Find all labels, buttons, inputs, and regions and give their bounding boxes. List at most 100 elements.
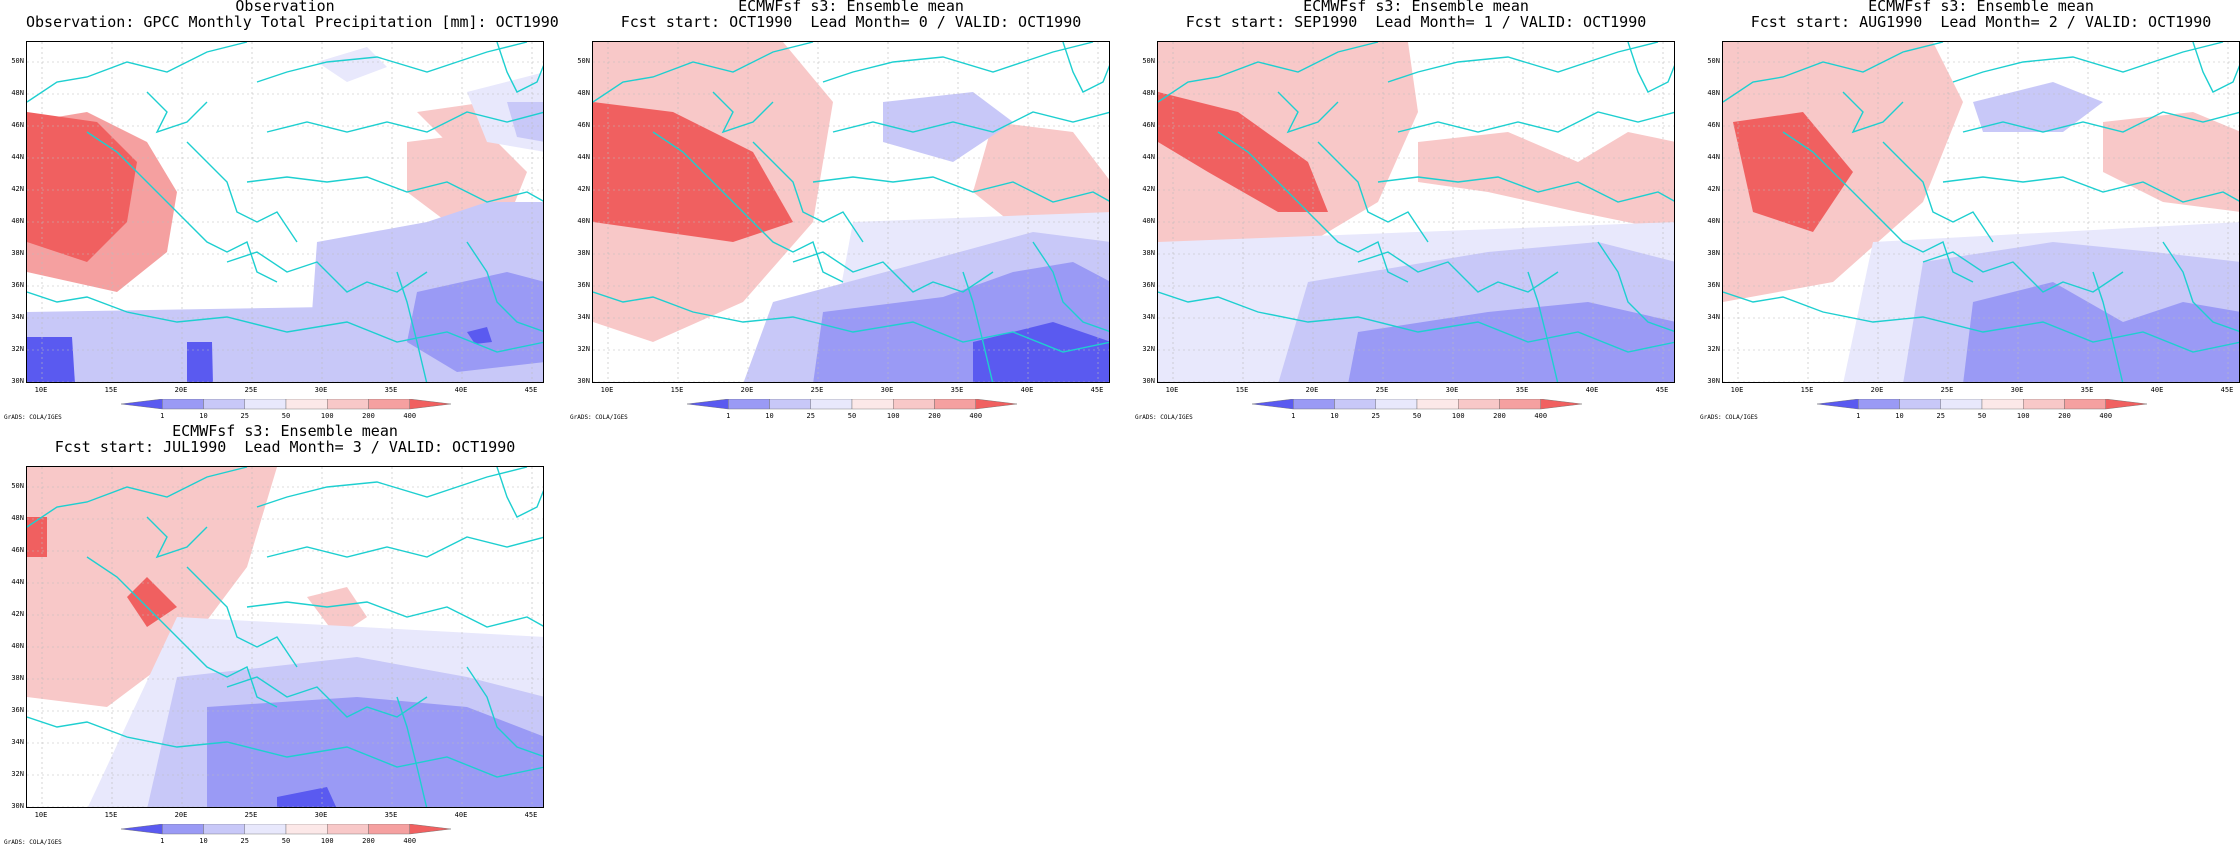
colorbar: 1 10 25 50 100 200 400 <box>687 399 1017 423</box>
colorbar-swatch <box>728 399 770 410</box>
precip-shading <box>973 322 1109 382</box>
precipitation-map <box>26 466 544 808</box>
colorbar-swatch <box>934 399 976 410</box>
coastline <box>396 696 428 807</box>
lat-tick-label: 44N <box>1707 153 1720 161</box>
coastline <box>226 251 428 293</box>
grads-credit: GrADS: COLA/IGES <box>1700 414 1758 421</box>
lon-tick-label: 25E <box>810 386 824 394</box>
coastline <box>1158 42 1379 103</box>
precip-shading <box>207 697 543 807</box>
lon-tick-label: 10E <box>34 386 48 394</box>
lat-tick-label: 50N <box>577 57 590 65</box>
precip-shading <box>1733 112 1853 232</box>
colorbar: 1 10 25 50 100 200 400 <box>1817 399 2147 423</box>
colorbar-level-label: 1 <box>160 412 165 420</box>
lon-tick-label: 30E <box>314 811 328 819</box>
coastline <box>1942 176 2239 203</box>
lon-tick-label: 35E <box>384 386 398 394</box>
colorbar-level-label: 50 <box>847 412 857 420</box>
coastline <box>712 91 774 134</box>
lon-tick-label: 40E <box>1585 386 1599 394</box>
lon-tick-label: 45E <box>1655 386 1669 394</box>
precipitation-map <box>1157 41 1675 383</box>
coastline <box>496 467 543 518</box>
colorbar-swatch <box>409 399 451 410</box>
lat-tick-label: 40N <box>1707 217 1720 225</box>
lat-tick-label: 36N <box>1707 281 1720 289</box>
lat-tick-label: 42N <box>1142 185 1155 193</box>
panel-title: ECMWFsf s3: Ensemble mean <box>1868 0 2094 15</box>
panel-title: Observation <box>235 0 335 15</box>
coastline <box>186 566 298 668</box>
coastline <box>246 176 543 203</box>
lat-tick-label: 30N <box>1707 377 1720 385</box>
lon-tick-label: 20E <box>174 386 188 394</box>
map-plot <box>1158 42 1674 382</box>
map-plot <box>27 42 543 382</box>
colorbar-level-label: 25 <box>240 412 249 420</box>
coastline <box>466 666 543 758</box>
colorbar-swatch <box>1499 399 1541 410</box>
colorbar: 1 10 25 50 100 200 400 <box>121 824 451 848</box>
lon-tick-label: 40E <box>454 811 468 819</box>
lat-tick-label: 38N <box>1142 249 1155 257</box>
colorbar-swatch <box>1416 399 1459 410</box>
grads-credit: GrADS: COLA/IGES <box>1135 414 1193 421</box>
colorbar-swatch <box>368 824 410 835</box>
coastline <box>1377 176 1674 203</box>
coastline <box>1782 131 1974 283</box>
colorbar-swatch <box>1375 399 1418 410</box>
colorbar-swatch <box>893 399 935 410</box>
coastline <box>186 141 298 243</box>
colorbar-swatch <box>285 399 328 410</box>
lon-tick-label: 15E <box>1235 386 1249 394</box>
lat-tick-label: 36N <box>11 706 24 714</box>
lat-tick-label: 34N <box>1142 313 1155 321</box>
precip-shading <box>1963 282 2239 382</box>
colorbar-level-label: 25 <box>1371 412 1380 420</box>
panel-subtitle: Observation: GPCC Monthly Total Precipit… <box>26 13 559 31</box>
colorbar-level-label: 10 <box>765 412 774 420</box>
colorbar-level-label: 1 <box>726 412 731 420</box>
precip-shading <box>883 92 1013 162</box>
coastline <box>146 91 208 134</box>
colorbar-swatch <box>203 399 245 410</box>
colorbar-level-label: 25 <box>806 412 815 420</box>
colorbar-level-label: 50 <box>281 837 291 845</box>
coastline <box>27 716 543 778</box>
lon-tick-label: 20E <box>1870 386 1884 394</box>
colorbar-swatch <box>327 824 369 835</box>
colorbar-swatch <box>687 399 729 410</box>
lat-tick-label: 48N <box>1142 89 1155 97</box>
colorbar-level-label: 200 <box>362 837 375 845</box>
panel-subtitle: Fcst start: JUL1990 Lead Month= 3 / VALI… <box>54 438 516 456</box>
map-plot <box>593 42 1109 382</box>
colorbar-swatch <box>1252 399 1294 410</box>
lon-tick-label: 15E <box>104 811 118 819</box>
coastline <box>256 42 528 83</box>
colorbar-level-label: 10 <box>1330 412 1339 420</box>
coastline <box>27 42 248 103</box>
coastline <box>1723 42 1944 103</box>
lon-tick-label: 15E <box>670 386 684 394</box>
panel-subtitle: Fcst start: OCT1990 Lead Month= 0 / VALI… <box>620 13 1082 31</box>
precip-shading <box>1973 82 2103 132</box>
lon-tick-label: 20E <box>1305 386 1319 394</box>
lon-tick-label: 15E <box>104 386 118 394</box>
colorbar-level-label: 100 <box>886 412 900 420</box>
lat-tick-label: 34N <box>1707 313 1720 321</box>
lon-tick-label: 25E <box>1940 386 1954 394</box>
lon-tick-label: 35E <box>950 386 964 394</box>
coastline <box>496 42 543 93</box>
colorbar-level-label: 100 <box>320 837 334 845</box>
lat-tick-label: 38N <box>1707 249 1720 257</box>
coastline <box>27 467 248 528</box>
coastline <box>396 271 428 382</box>
lat-tick-label: 32N <box>11 345 24 353</box>
colorbar-level-label: 200 <box>1493 412 1506 420</box>
lat-tick-label: 46N <box>11 121 24 129</box>
lon-tick-label: 10E <box>1165 386 1179 394</box>
lat-tick-label: 48N <box>577 89 590 97</box>
coastline <box>1723 291 2239 353</box>
